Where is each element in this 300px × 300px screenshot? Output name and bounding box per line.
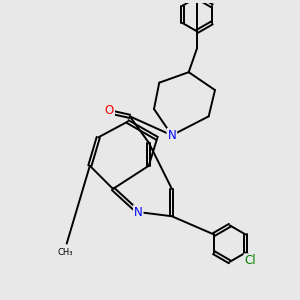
Text: N: N [134, 206, 142, 218]
Text: N: N [167, 129, 176, 142]
Text: Cl: Cl [244, 254, 256, 267]
Text: O: O [105, 104, 114, 117]
Text: CH₃: CH₃ [58, 248, 73, 257]
